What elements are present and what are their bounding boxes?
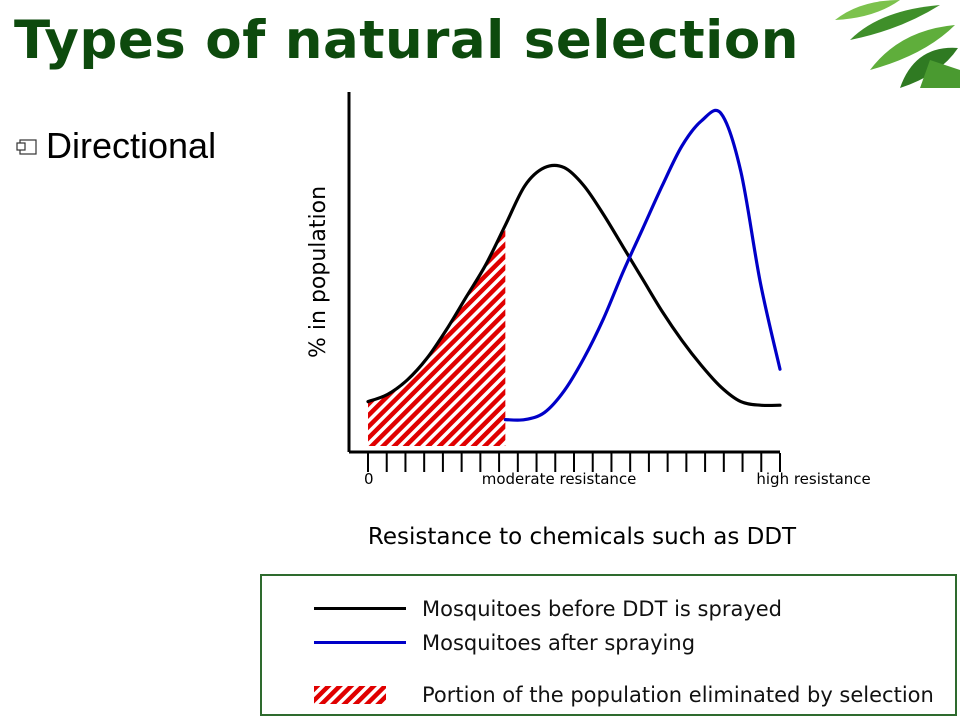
point-after-3: [563, 390, 565, 392]
point-before-4: [445, 328, 448, 331]
legend-label-after: Mosquitoes after spraying: [422, 631, 696, 655]
point-before-13: [622, 246, 624, 248]
point-before-15: [661, 310, 664, 313]
leaf-decoration: [830, 0, 960, 88]
x-tick-label-2: high resistance: [756, 470, 870, 488]
series-line-after: [503, 108, 782, 422]
series-line-before: [366, 163, 782, 408]
chart: 0 moderate resistance high resistance % in…: [306, 92, 871, 550]
point-before-0: [367, 400, 369, 403]
point-before-9: [543, 166, 546, 169]
eliminated-region: [368, 225, 506, 446]
x-tick-label-0: 0: [364, 470, 374, 488]
legend: Mosquitoes before DDT is sprayed Mosquit…: [260, 574, 957, 716]
point-after-11: [720, 112, 722, 115]
legend-item-after: Mosquitoes after spraying: [262, 628, 955, 658]
legend-swatch-after: [314, 641, 406, 644]
point-before-10: [563, 166, 565, 169]
legend-item-eliminated: Portion of the population eliminated by …: [262, 680, 955, 710]
bullet-text: Directional: [46, 125, 217, 166]
point-after-9: [681, 145, 683, 147]
x-ticks: [367, 453, 781, 472]
y-axis-label: % in population: [306, 186, 331, 358]
point-after-8: [661, 184, 664, 187]
point-before-8: [524, 184, 526, 187]
point-before-5: [465, 296, 467, 299]
point-after-6: [622, 271, 624, 273]
point-before-19: [739, 400, 742, 403]
point-after-12: [739, 170, 742, 172]
point-before-11: [583, 184, 585, 187]
point-after-5: [602, 318, 605, 320]
slide-title: Types of natural selection: [14, 10, 799, 71]
bullet-icon: [16, 139, 37, 155]
legend-label-before: Mosquitoes before DDT is sprayed: [422, 597, 783, 621]
legend-swatch-eliminated: [314, 686, 386, 704]
point-before-1: [386, 393, 389, 396]
point-before-3: [426, 357, 428, 360]
point-after-13: [759, 282, 762, 284]
legend-swatch-before: [314, 607, 406, 610]
point-after-7: [641, 228, 644, 230]
point-before-7: [504, 224, 507, 226]
point-before-6: [484, 264, 487, 266]
x-tick-label-1: moderate resistance: [482, 470, 637, 488]
legend-label-eliminated: Portion of the population eliminated by …: [422, 683, 934, 707]
point-before-20: [759, 404, 762, 407]
point-after-14: [779, 368, 781, 371]
point-after-0: [504, 418, 507, 421]
point-before-17: [700, 364, 703, 367]
point-before-21: [779, 404, 781, 407]
point-before-2: [406, 379, 409, 381]
point-after-10: [700, 120, 703, 122]
point-before-12: [602, 213, 605, 216]
point-after-4: [583, 357, 585, 360]
point-before-16: [681, 339, 683, 342]
x-axis-label: Resistance to chemicals such as DDT: [368, 524, 797, 550]
point-after-2: [543, 411, 546, 414]
point-after-1: [524, 418, 526, 421]
plot-area: [366, 108, 782, 446]
legend-item-before: Mosquitoes before DDT is sprayed: [262, 594, 955, 624]
point-before-14: [641, 278, 644, 281]
point-before-18: [720, 386, 722, 389]
x-tick-labels: 0 moderate resistance high resistance: [364, 470, 871, 488]
